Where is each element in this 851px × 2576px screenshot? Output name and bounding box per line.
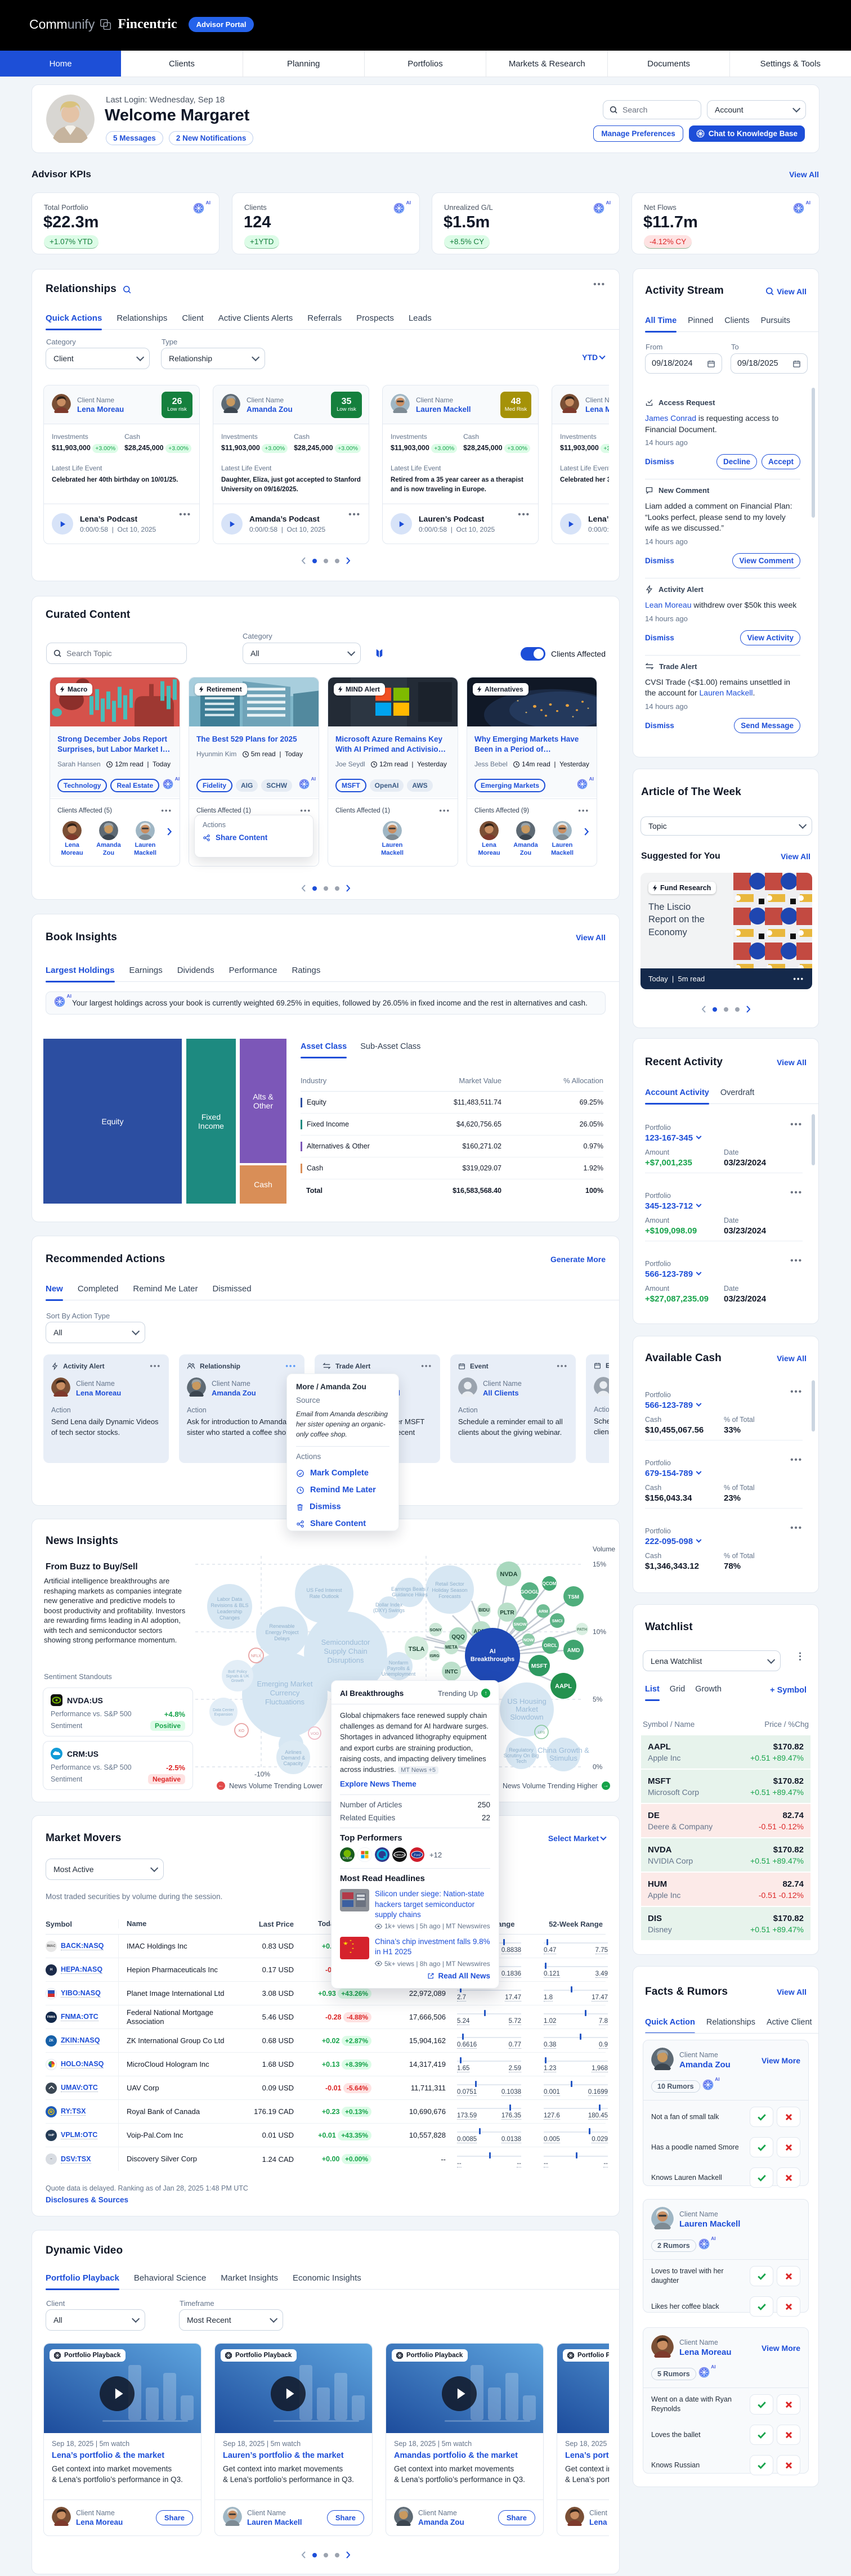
svg-text:Semiconductor: Semiconductor [321, 1638, 370, 1646]
svg-text:Disruptions: Disruptions [327, 1656, 364, 1664]
svg-text:5%: 5% [593, 1695, 603, 1703]
svg-text:AAPL: AAPL [555, 1683, 572, 1690]
svg-text:Labor Data: Labor Data [217, 1596, 243, 1602]
svg-text:QQQ: QQQ [451, 1634, 465, 1640]
svg-text:Leadership: Leadership [217, 1609, 243, 1614]
svg-text:QCOM: QCOM [543, 1581, 557, 1586]
svg-text:10%: 10% [593, 1628, 606, 1636]
svg-text:Expansion: Expansion [214, 1713, 233, 1717]
svg-text:ARM: ARM [538, 1609, 548, 1614]
svg-text:15%: 15% [593, 1560, 606, 1568]
svg-text:Holiday Season: Holiday Season [432, 1587, 467, 1593]
svg-text:Airlines: Airlines [285, 1749, 302, 1755]
svg-text:BIDU: BIDU [478, 1608, 490, 1613]
svg-text:Scrutiny On Big: Scrutiny On Big [504, 1753, 539, 1758]
svg-text:Supply Chain: Supply Chain [324, 1647, 367, 1655]
svg-text:US Fed Interest: US Fed Interest [306, 1587, 342, 1593]
svg-text:Retail Sector: Retail Sector [435, 1581, 464, 1587]
svg-text:China Growth &: China Growth & [538, 1746, 589, 1754]
svg-text:Renewable: Renewable [269, 1623, 294, 1629]
svg-text:VOO: VOO [311, 1732, 319, 1736]
svg-text:Demand &: Demand & [281, 1755, 306, 1761]
svg-text:Growth: Growth [231, 1679, 244, 1683]
svg-text:Fluctuations: Fluctuations [265, 1698, 305, 1706]
svg-text:-10%: -10% [254, 1770, 270, 1778]
svg-text:INTC: INTC [445, 1669, 458, 1675]
svg-text:Capacity: Capacity [283, 1761, 303, 1766]
svg-text:Slowdown: Slowdown [510, 1713, 543, 1721]
svg-text:Regulatory: Regulatory [509, 1747, 534, 1753]
svg-text:Changes: Changes [220, 1615, 240, 1621]
svg-text:Delays: Delays [274, 1636, 290, 1641]
svg-text:TSM: TSM [568, 1594, 579, 1600]
svg-text:ORCL: ORCL [544, 1642, 557, 1648]
svg-text:Volume: Volume [593, 1545, 615, 1553]
svg-text:Energy Project: Energy Project [265, 1630, 299, 1635]
svg-text:SONY: SONY [429, 1627, 441, 1632]
svg-text:AMD: AMD [567, 1648, 580, 1654]
svg-text:Guidance Hikes: Guidance Hikes [392, 1592, 428, 1597]
svg-text:PATH: PATH [577, 1628, 587, 1632]
svg-text:Nonfarm: Nonfarm [389, 1660, 409, 1666]
svg-text:Rate Outlook: Rate Outlook [310, 1594, 339, 1599]
svg-text:Data Center: Data Center [213, 1708, 234, 1712]
svg-text:Currency: Currency [270, 1689, 300, 1697]
svg-text:SAMSUNG: SAMSUNG [393, 1854, 406, 1856]
svg-text:Ford: Ford [413, 1854, 421, 1857]
svg-text:Stimulus: Stimulus [549, 1754, 577, 1762]
svg-text:(DXY) Swings: (DXY) Swings [373, 1608, 405, 1613]
svg-text:KO: KO [239, 1729, 245, 1733]
svg-text:GOOGL: GOOGL [520, 1589, 539, 1595]
svg-text:AI: AI [490, 1648, 496, 1655]
svg-text:Unemployment: Unemployment [382, 1671, 416, 1677]
svg-text:Signals & UK: Signals & UK [226, 1675, 249, 1679]
svg-text:Emerging Market: Emerging Market [257, 1680, 313, 1688]
svg-text:Breakthroughs: Breakthroughs [471, 1656, 514, 1663]
svg-text:SMCI: SMCI [552, 1618, 563, 1623]
svg-text:Payrolls &: Payrolls & [387, 1666, 410, 1671]
svg-text:Market: Market [516, 1705, 538, 1713]
svg-text:0%: 0% [593, 1763, 603, 1771]
svg-text:SNOW: SNOW [513, 1622, 527, 1627]
svg-text:NOW: NOW [523, 1637, 534, 1642]
svg-text:Revisions & BLS: Revisions & BLS [210, 1603, 248, 1608]
svg-text:Forecasts: Forecasts [438, 1594, 461, 1599]
svg-text:UPS: UPS [538, 1731, 545, 1735]
svg-text:NFLX: NFLX [251, 1654, 261, 1658]
svg-text:NVIDIA: NVIDIA [343, 1857, 352, 1860]
svg-text:MSFT: MSFT [531, 1663, 548, 1670]
svg-text:PLTR: PLTR [500, 1610, 514, 1616]
svg-text:ISRG: ISRG [429, 1654, 440, 1658]
svg-text:NVDA: NVDA [500, 1571, 517, 1578]
svg-text:Tech: Tech [516, 1758, 526, 1764]
svg-text:US Housing: US Housing [507, 1697, 546, 1706]
svg-text:BoE Policy: BoE Policy [228, 1670, 247, 1674]
svg-text:META: META [445, 1645, 458, 1650]
svg-text:Earnings Beats /: Earnings Beats / [391, 1586, 429, 1592]
svg-text:TSLA: TSLA [409, 1646, 425, 1653]
svg-text:Dollar Index: Dollar Index [375, 1602, 403, 1608]
